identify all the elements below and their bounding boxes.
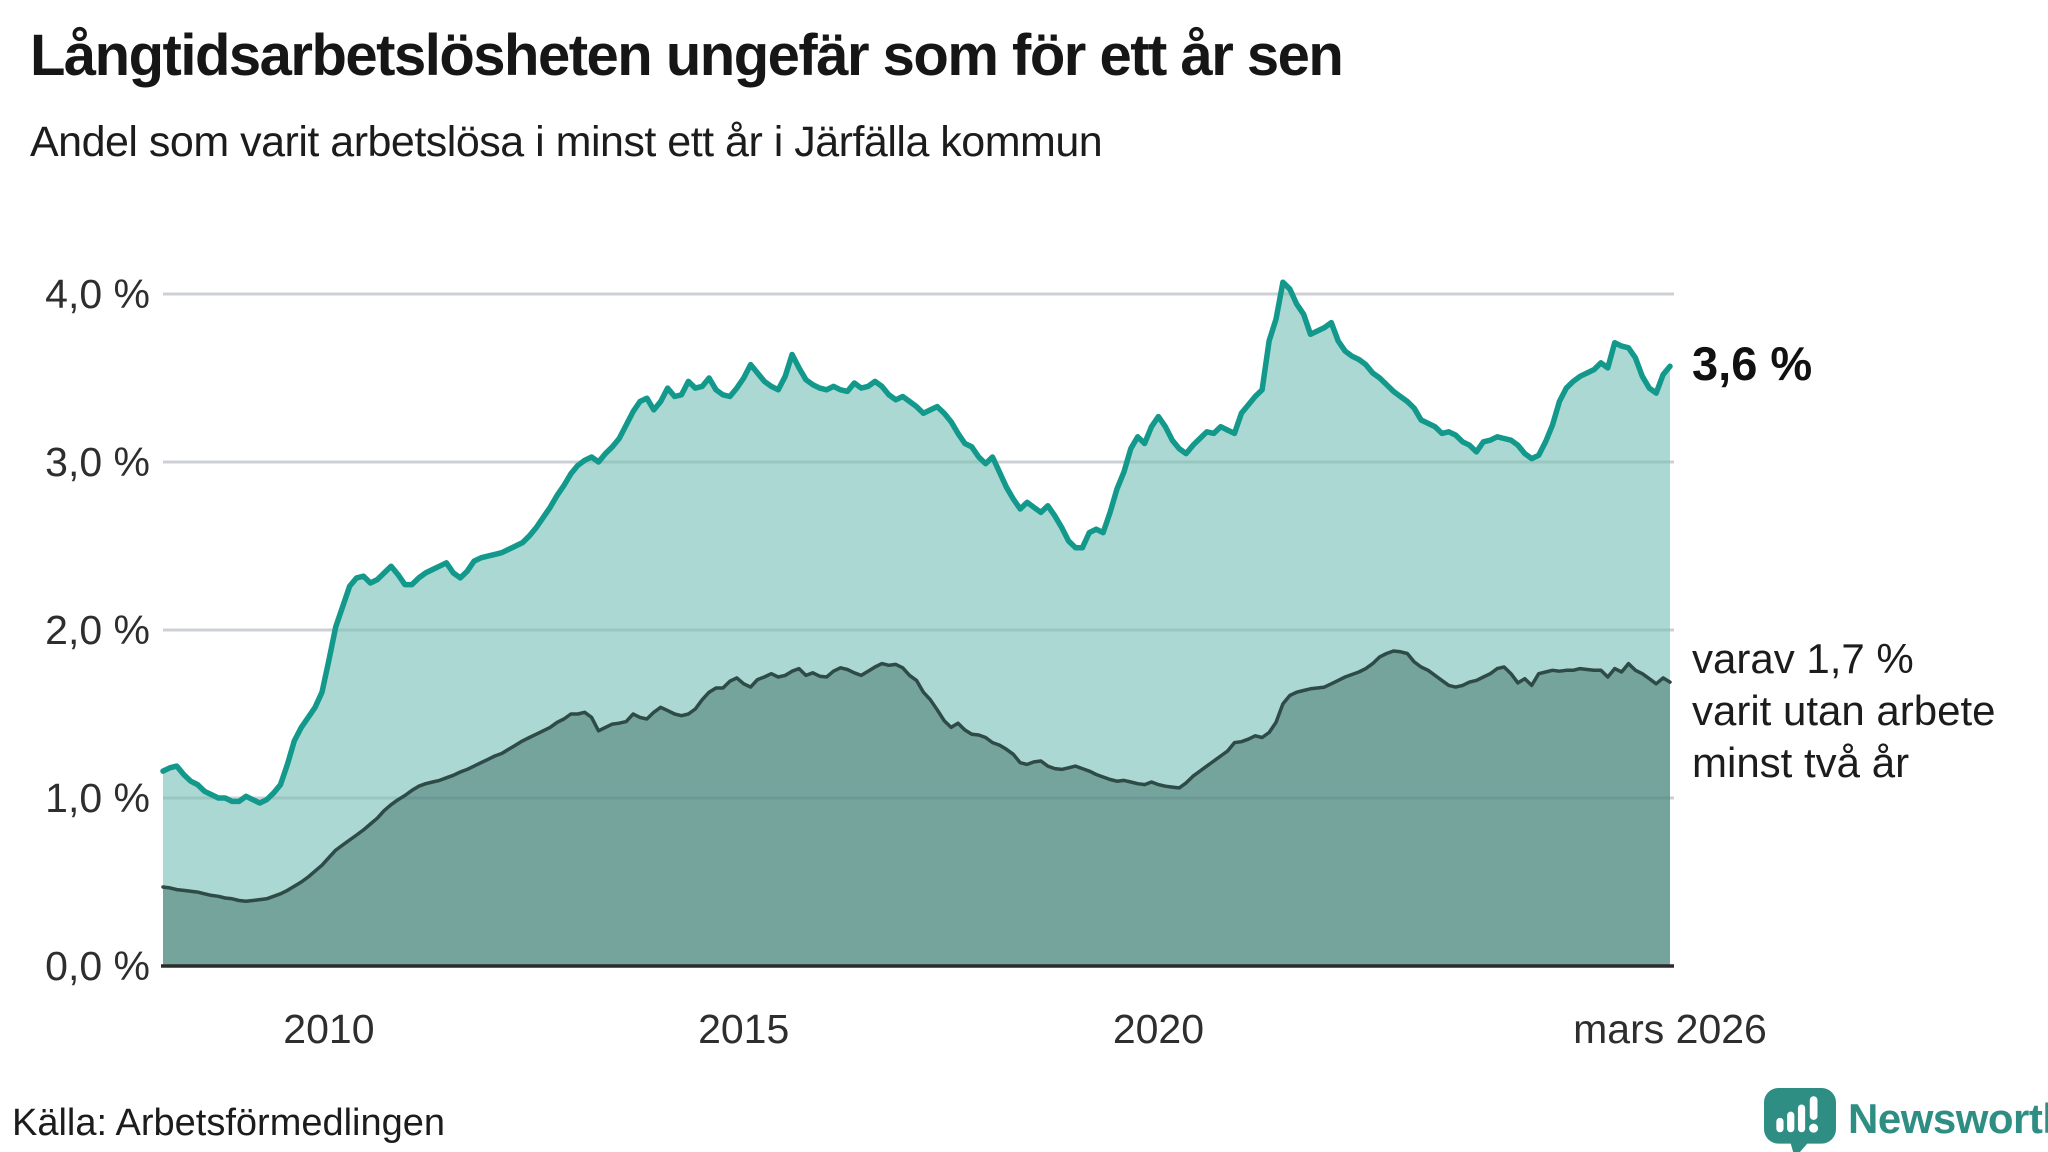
logo-bar-medium [1787,1111,1795,1133]
newsworthy-logo-icon [1764,1088,1836,1152]
logo-bar-small [1776,1117,1784,1133]
newsworthy-wordmark: Newsworthy [1848,1095,2048,1142]
annotation-two-year-block: varav 1,7 % varit utan arbete minst två år [1692,633,1996,789]
annotation-latest-total: 3,6 % [1692,337,1813,390]
annotation-two-year-line: varav 1,7 % [1692,635,1914,682]
chart-subtitle: Andel som varit arbetslösa i minst ett å… [30,118,1103,166]
total-line [160,279,1673,806]
y-tick-label: 3,0 % [45,439,150,485]
logo-bar-tall [1797,1104,1806,1133]
newsworthy-logo: Newsworthy [1764,1088,2048,1152]
x-tick-label: 2010 [283,1006,375,1052]
y-tick-label: 4,0 % [45,271,150,317]
x-tick-label: mars 2026 [1573,1006,1767,1052]
y-tick-label: 2,0 % [45,607,150,653]
source-note: Källa: Arbetsförmedlingen [12,1102,446,1144]
logo-exclamation-dot [1809,1123,1819,1133]
annotation-two-year-line: minst två år [1692,739,1910,786]
x-tick-label: 2020 [1112,1006,1205,1052]
annotation-two-year-line: varit utan arbete [1692,687,1996,734]
y-tick-label: 1,0 % [45,775,150,821]
x-tick-label: 2015 [698,1006,790,1052]
two-year-line [161,649,1672,904]
two-year-area [163,651,1670,966]
page-title: Långtidsarbetslösheten ungefär som för e… [30,23,1344,88]
y-tick-label: 0,0 % [45,943,150,989]
logo-exclamation-bar [1809,1096,1818,1120]
